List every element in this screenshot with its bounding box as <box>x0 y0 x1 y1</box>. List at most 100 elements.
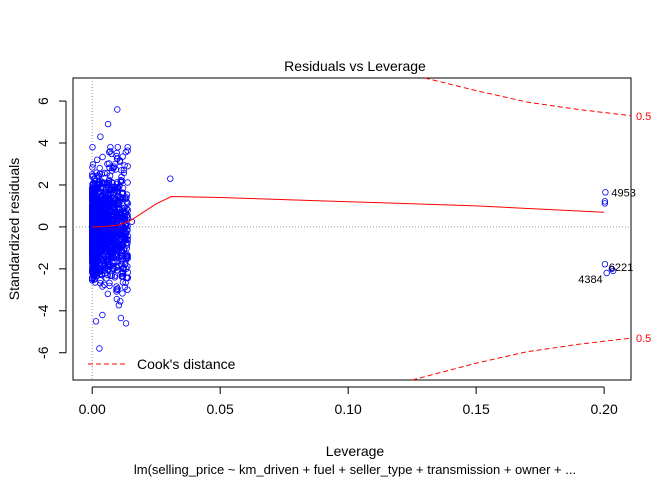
y-tick-label: -6 <box>35 346 51 359</box>
residual-point <box>93 156 101 163</box>
residual-point <box>89 172 97 180</box>
smooth-line-layer <box>92 195 605 228</box>
residual-point <box>89 207 96 215</box>
y-tick-label: 6 <box>35 97 51 105</box>
residual-point <box>115 243 122 251</box>
residual-point <box>88 196 96 204</box>
point-label-6221: 6221 <box>609 262 633 274</box>
residual-point <box>89 212 97 219</box>
residual-point <box>119 153 126 160</box>
residual-point <box>120 166 128 174</box>
residual-point <box>114 143 121 151</box>
residual-point <box>97 133 104 140</box>
residual-point <box>114 199 122 206</box>
residual-point <box>124 223 131 230</box>
residual-point <box>99 283 106 290</box>
residual-point <box>122 320 130 327</box>
residual-point <box>91 247 99 255</box>
residual-point <box>115 193 122 200</box>
residual-point <box>113 286 120 293</box>
labeled-point-6221 <box>608 265 615 272</box>
residual-point <box>99 153 106 161</box>
residual-point <box>128 218 136 225</box>
x-axis-title: Leverage <box>326 443 385 459</box>
residual-point <box>117 178 125 186</box>
residual-point <box>119 189 127 197</box>
residual-point <box>93 213 100 220</box>
residual-point <box>124 179 131 186</box>
residual-point <box>118 260 125 268</box>
residual-point <box>601 261 609 268</box>
residual-point <box>119 257 126 264</box>
residual-point <box>110 263 117 270</box>
x-tick-label: 0.00 <box>79 401 106 417</box>
residual-point <box>117 228 124 235</box>
residual-point <box>107 196 114 204</box>
chart-title: Residuals vs Leverage <box>284 58 426 74</box>
residual-point <box>115 302 123 309</box>
residual-point <box>96 268 104 275</box>
residual-point <box>107 143 114 151</box>
residual-point <box>601 198 609 205</box>
cook-contour-upper <box>424 77 632 117</box>
residual-point <box>90 225 97 233</box>
residual-point <box>100 211 108 219</box>
residual-point <box>113 295 120 303</box>
point-labels-layer: 4953 6221 4384 <box>578 187 636 286</box>
residual-point <box>91 276 98 283</box>
residual-point <box>113 180 121 188</box>
residual-point <box>118 269 125 276</box>
residual-point <box>110 265 117 272</box>
residual-point <box>89 181 96 188</box>
zero-reference-line-layer <box>73 78 631 380</box>
y-tick-label: -2 <box>35 262 51 275</box>
residual-point <box>91 204 98 212</box>
residual-point <box>90 266 98 273</box>
y-tick-label: -4 <box>35 304 51 317</box>
residual-point <box>121 284 129 291</box>
residual-point <box>97 184 104 191</box>
residual-point <box>104 290 111 297</box>
y-tick-label: 0 <box>35 223 51 231</box>
residual-point <box>105 227 112 234</box>
x-tick-label: 0.10 <box>335 401 362 417</box>
residual-point <box>105 148 113 156</box>
cook-contour-label-0: 0.5 <box>636 111 651 123</box>
y-tick-label: 4 <box>35 139 51 147</box>
residual-point <box>89 255 96 263</box>
residual-point <box>105 202 113 210</box>
residual-point <box>104 120 112 128</box>
residual-point <box>109 227 116 235</box>
residual-point <box>89 268 96 275</box>
cook-contour-label-1: 0.5 <box>636 333 651 345</box>
cook-contour-lower <box>412 337 632 381</box>
residual-point <box>105 220 113 228</box>
residual-point <box>118 177 126 184</box>
residual-point <box>109 215 116 223</box>
residual-point <box>124 162 131 170</box>
residual-point <box>101 179 108 187</box>
residual-point <box>601 200 609 207</box>
residual-point <box>117 314 125 322</box>
residual-point <box>104 258 112 266</box>
residual-point <box>89 221 96 229</box>
residual-point <box>90 234 97 241</box>
smooth-fit-line <box>92 195 605 228</box>
residual-point <box>124 206 132 214</box>
residual-point <box>105 195 113 202</box>
cook-distance-layer: 0.5 0.5 <box>412 77 651 381</box>
residual-point <box>96 234 103 241</box>
residual-point <box>89 240 96 247</box>
residual-point <box>104 271 111 279</box>
residual-point <box>167 175 174 182</box>
residual-point <box>124 254 132 262</box>
residual-point <box>103 179 111 187</box>
residual-point <box>96 345 103 352</box>
residual-point <box>95 246 102 253</box>
residual-point <box>89 229 96 236</box>
residual-point <box>94 256 102 263</box>
x-tick-label: 0.20 <box>590 401 617 417</box>
residual-point <box>124 235 131 243</box>
residual-point <box>100 260 108 268</box>
residual-point <box>103 275 110 282</box>
